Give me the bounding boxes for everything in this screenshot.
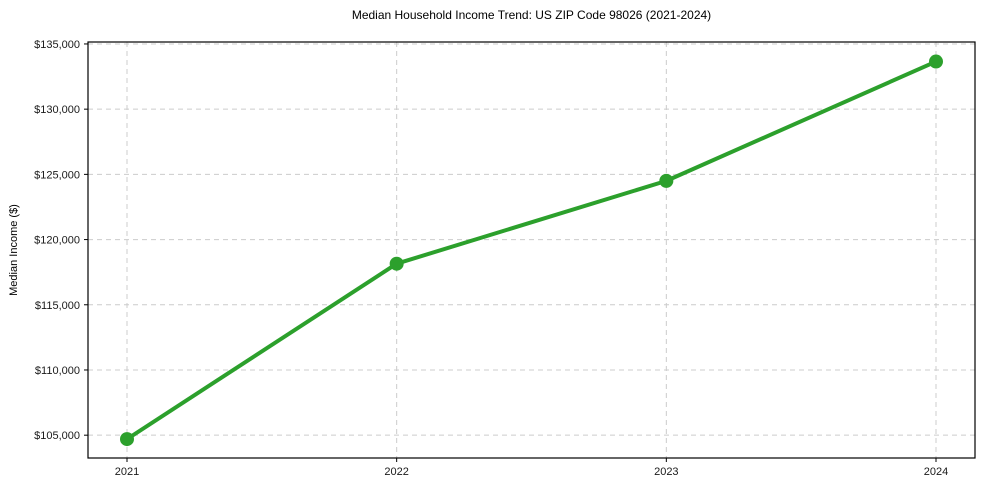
x-tick-label: 2022 — [384, 466, 408, 478]
chart-title: Median Household Income Trend: US ZIP Co… — [351, 8, 712, 22]
x-tick-label: 2021 — [115, 466, 139, 478]
trend-line — [125, 59, 938, 442]
y-tick-label: $110,000 — [35, 365, 80, 377]
data-point — [120, 432, 134, 447]
x-tick-label: 2024 — [924, 466, 948, 478]
y-tick-label: $105,000 — [34, 430, 80, 442]
data-point — [929, 54, 943, 69]
x-tick-label: 2023 — [654, 466, 678, 478]
y-tick-label: $130,000 — [34, 104, 80, 116]
data-point — [389, 256, 404, 271]
y-tick-label: $115,000 — [35, 300, 80, 312]
y-tick-label: $125,000 — [34, 169, 80, 181]
y-tick-label: $120,000 — [34, 235, 80, 247]
y-tick-label: $135,000 — [34, 39, 80, 51]
plot-border — [87, 41, 976, 459]
data-point — [659, 173, 674, 188]
